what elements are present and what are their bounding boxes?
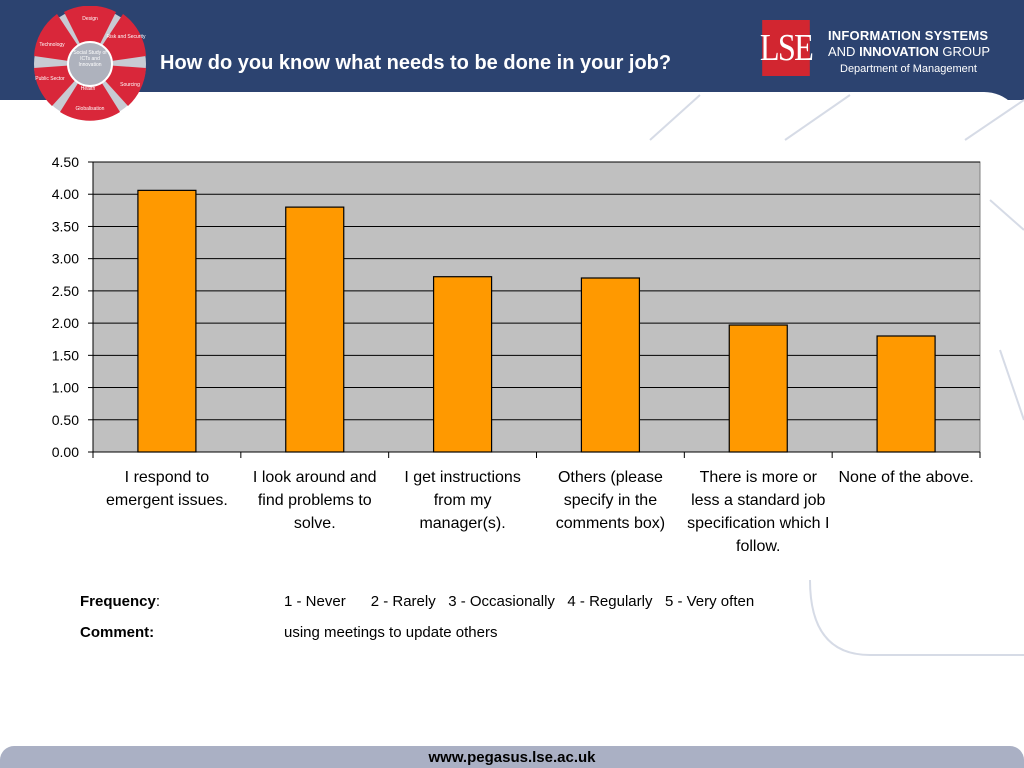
y-tick-label: 3.50	[52, 218, 79, 234]
x-category-label: There is more or less a standard job spe…	[687, 469, 830, 555]
y-tick-label: 1.50	[52, 347, 79, 363]
y-tick-label: 2.50	[52, 283, 79, 299]
bar	[580, 277, 641, 453]
x-category-label: I get instructions from my manager(s).	[404, 469, 521, 532]
plot-area	[92, 161, 981, 453]
wheel-segment-label: Public Sector	[35, 76, 65, 82]
y-tick-label: 3.00	[52, 251, 79, 267]
x-category-label: Others (please specify in the comments b…	[555, 469, 666, 532]
category-labels: I respond to emergent issues. I look arou…	[93, 466, 981, 566]
bar-chart: 0.00 0.50 1.00 1.50 2.00 2.50 3.00 3.50 4.00 4.50	[52, 154, 981, 460]
header-band	[0, 0, 1024, 100]
footer: www.pegasus.lse.ac.uk	[0, 746, 1024, 768]
frequency-scale: 1 - Never 2 - Rarely 3 - Occasionally 4 …	[284, 593, 755, 610]
branding-line-1: INFORMATION SYSTEMS	[828, 28, 989, 43]
bar	[432, 276, 493, 453]
branding-line-3: Department of Management	[840, 63, 977, 75]
bar	[137, 189, 197, 453]
department-branding: INFORMATION SYSTEMS AND INNOVATION GROUP…	[828, 28, 990, 75]
branding-innovation: INNOVATION	[859, 44, 939, 59]
wheel-segment-label: Risk and Security	[107, 34, 146, 40]
frequency-key: Frequency:	[80, 593, 161, 610]
x-category-label: I respond to emergent issues.	[106, 469, 228, 509]
wheel-segment-label: Health	[81, 86, 96, 92]
y-tick-label: 1.00	[52, 380, 79, 396]
bar	[876, 335, 936, 453]
comment-key: Comment:	[80, 624, 155, 641]
bar	[728, 324, 788, 453]
branding-group: GROUP	[942, 44, 991, 59]
y-tick-label: 4.50	[52, 154, 79, 170]
wheel-segment-label: Technology	[39, 42, 65, 48]
wheel-segment-label: Globalisation	[76, 106, 105, 112]
wheel-segment-label: Design	[82, 16, 98, 22]
y-tick-label: 0.50	[52, 412, 79, 428]
page-title: How do you know what needs to be done in…	[160, 52, 672, 74]
y-tick-label: 4.00	[52, 186, 79, 202]
y-tick-label: 0.00	[52, 444, 79, 460]
bar	[285, 206, 345, 453]
lse-logo: LSE	[759, 20, 814, 76]
y-tick-label: 2.00	[52, 315, 79, 331]
footer-url[interactable]: www.pegasus.lse.ac.uk	[428, 749, 596, 766]
comment-text: using meetings to update others	[284, 624, 498, 641]
wheel-segment-label: Sourcing	[120, 82, 140, 88]
lse-logo-mark: LSE	[759, 27, 814, 69]
social-study-logo-wheel: Design Risk and Security Sourcing Global…	[34, 6, 146, 121]
branding-line-2: AND INNOVATION GROUP	[828, 44, 990, 59]
wheel-center-label: Social Study of ICTs and Innovation	[73, 50, 107, 68]
branding-and: AND	[828, 44, 856, 59]
x-category-label: None of the above.	[838, 469, 974, 486]
x-category-label: I look around and find problems to solve…	[252, 469, 377, 532]
